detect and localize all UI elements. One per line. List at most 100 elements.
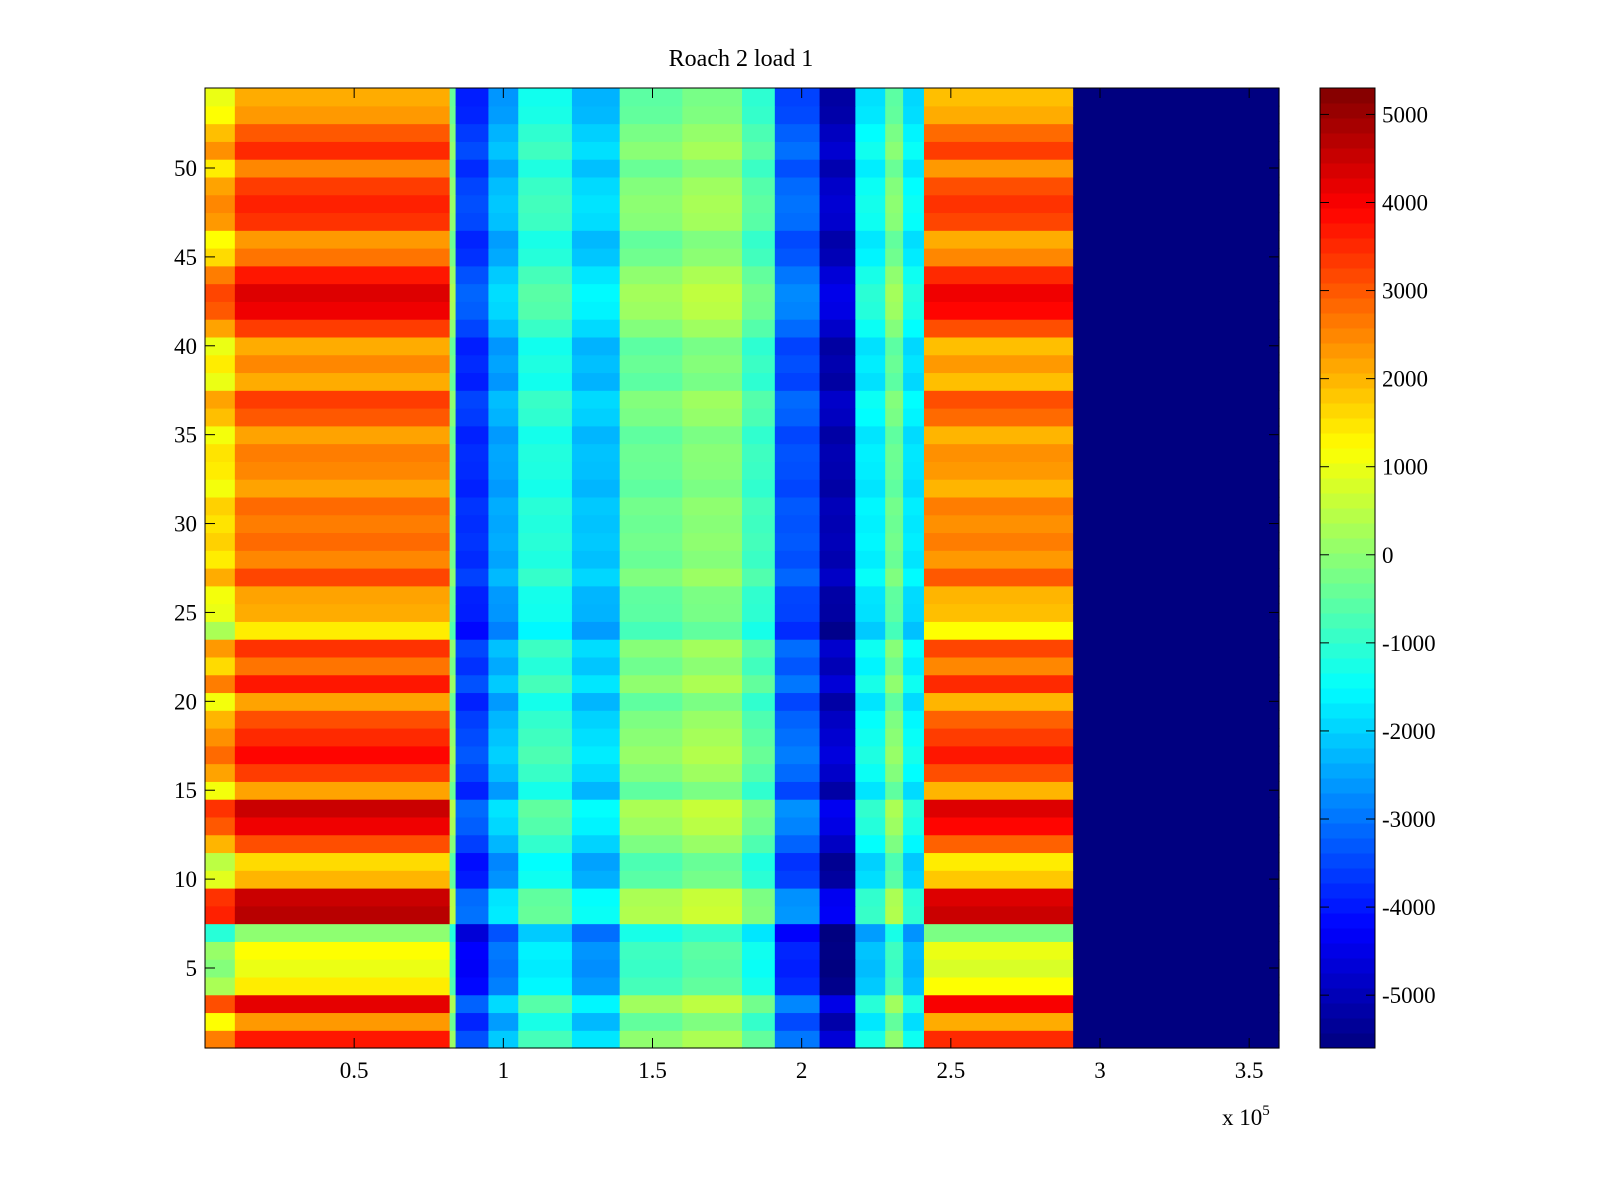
heatmap-cell [903, 532, 925, 551]
heatmap-cell [855, 745, 886, 765]
heatmap-cell [205, 105, 236, 125]
heatmap-cell [571, 408, 621, 427]
heatmap-cell [885, 585, 904, 605]
heatmap-cell [819, 319, 856, 338]
colorbar-step [1320, 598, 1375, 614]
heatmap-cell [819, 781, 856, 800]
heatmap-cell [923, 194, 1074, 214]
heatmap-cell [774, 1030, 821, 1049]
heatmap-cell [855, 905, 886, 925]
heatmap-cell [571, 301, 621, 320]
heatmap-cell [571, 763, 621, 782]
heatmap-cell [682, 390, 743, 409]
heatmap-cell [205, 763, 236, 782]
heatmap-cell [903, 372, 925, 391]
colorbar-step [1320, 1003, 1375, 1019]
heatmap-cell [774, 105, 821, 125]
heatmap-cell [518, 728, 573, 747]
heatmap-cell [742, 852, 776, 871]
heatmap-cell [819, 479, 856, 498]
heatmap-cell [205, 728, 236, 747]
heatmap-cell [205, 354, 236, 374]
heatmap-cell [855, 248, 886, 267]
heatmap-cell [518, 692, 573, 711]
heatmap-cell [205, 479, 236, 498]
heatmap-cell [518, 319, 573, 338]
heatmap-cell [455, 710, 490, 729]
heatmap-cell [682, 621, 743, 640]
heatmap-cell [923, 852, 1074, 871]
heatmap-cell [885, 639, 904, 658]
heatmap-cell [923, 745, 1074, 765]
heatmap-cell [774, 532, 821, 551]
heatmap-cell [819, 123, 856, 142]
heatmap-cell [855, 141, 886, 160]
heatmap-cell [619, 710, 683, 729]
heatmap-cell [819, 888, 856, 907]
heatmap-cell [885, 621, 904, 640]
heatmap-cell [1073, 1012, 1280, 1031]
heatmap-cell [819, 994, 856, 1014]
colorbar-step [1320, 208, 1375, 224]
colorbar-step [1320, 133, 1375, 149]
heatmap-cell [205, 514, 236, 534]
heatmap-cell [619, 88, 683, 107]
colorbar-step [1320, 88, 1375, 104]
heatmap-cell [488, 461, 519, 480]
heatmap-cell [234, 532, 451, 551]
heatmap-cell [923, 248, 1074, 267]
heatmap-cell [455, 443, 490, 462]
heatmap-cell [488, 159, 519, 178]
heatmap-cell [205, 283, 236, 302]
heatmap-cell [855, 461, 886, 480]
heatmap-cell [488, 923, 519, 942]
heatmap-cell [571, 799, 621, 818]
colorbar-step [1320, 1033, 1375, 1049]
heatmap-cell [819, 959, 856, 978]
heatmap-cell [619, 390, 683, 409]
heatmap-cell [885, 870, 904, 889]
heatmap-cell [1073, 105, 1280, 125]
heatmap-cell [923, 176, 1074, 196]
heatmap-cell [234, 1030, 451, 1049]
heatmap-cell [774, 994, 821, 1014]
y-tick-label: 15 [174, 778, 197, 803]
colorbar-step [1320, 628, 1375, 644]
heatmap-cell [923, 461, 1074, 480]
heatmap-cell [205, 656, 236, 676]
heatmap-cell [855, 710, 886, 729]
heatmap-cell [855, 692, 886, 711]
heatmap-cell [234, 496, 451, 516]
heatmap-cell [923, 550, 1074, 569]
heatmap-cell [774, 461, 821, 480]
heatmap-cell [571, 674, 621, 694]
colorbar [1320, 88, 1375, 1049]
heatmap-cell [855, 372, 886, 391]
colorbar-step [1320, 838, 1375, 854]
heatmap-cell [774, 230, 821, 249]
heatmap-cell [455, 514, 490, 534]
heatmap-cell [742, 230, 776, 249]
heatmap-cell [1073, 745, 1280, 765]
heatmap-cell [742, 319, 776, 338]
heatmap-cell [518, 372, 573, 391]
heatmap-cell [923, 283, 1074, 302]
heatmap-cell [1073, 212, 1280, 231]
heatmap-cell [571, 461, 621, 480]
heatmap-cell [682, 301, 743, 320]
colorbar-step [1320, 733, 1375, 749]
heatmap-cell [682, 692, 743, 711]
heatmap-cell [1073, 194, 1280, 214]
heatmap-cell [518, 745, 573, 765]
heatmap-cell [205, 834, 236, 854]
heatmap-cell [488, 354, 519, 374]
heatmap-cell [205, 194, 236, 214]
heatmap-cell [518, 852, 573, 871]
heatmap-cell [819, 461, 856, 480]
colorbar-step [1320, 613, 1375, 629]
heatmap-cell [518, 1012, 573, 1031]
heatmap-cell [571, 923, 621, 942]
heatmap-cell [855, 1030, 886, 1049]
heatmap-cell [518, 923, 573, 942]
heatmap-cell [234, 319, 451, 338]
